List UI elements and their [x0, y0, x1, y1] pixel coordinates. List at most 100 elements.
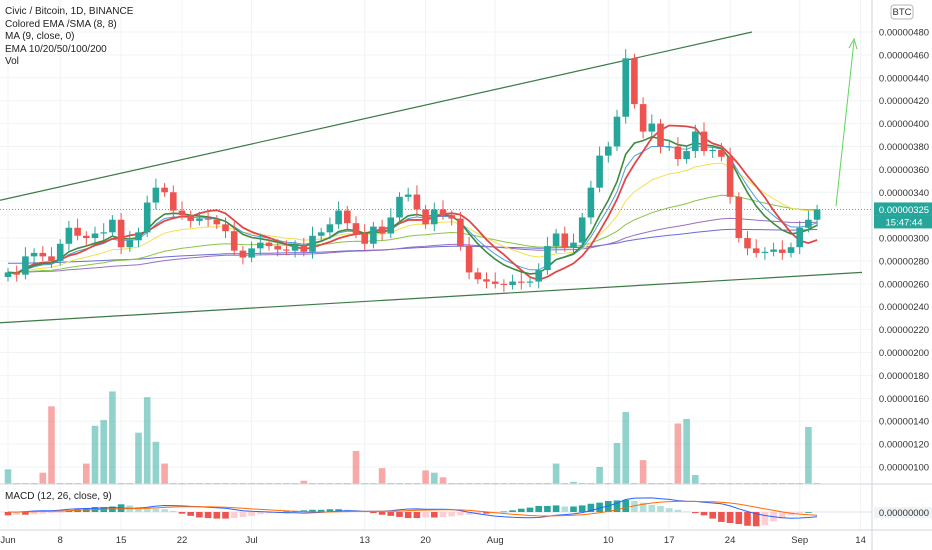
grid-lines [0, 0, 872, 530]
projection-arrow [835, 41, 855, 207]
volume-bar [4, 469, 12, 484]
volume-bar [352, 450, 360, 484]
candle [326, 217, 334, 240]
macd-histogram-bar [396, 512, 403, 517]
ema-50-line [7, 194, 818, 274]
candle-body [291, 244, 299, 251]
candle [283, 240, 290, 256]
candle-body [187, 215, 194, 221]
macd-histogram-bar [726, 512, 734, 523]
candle [222, 217, 229, 239]
x-tick-label: Aug [487, 535, 504, 546]
macd-histogram-bar [735, 512, 743, 525]
volume-bar [683, 418, 690, 484]
y-tick-label: 0.00000440 [879, 73, 929, 84]
candle-body [787, 247, 795, 253]
candle-body [143, 202, 151, 233]
macd-histogram-bar [187, 512, 194, 516]
macd-legend: MACD (12, 26, close, 9) [5, 491, 112, 504]
candle [683, 146, 690, 164]
candle-body [239, 250, 247, 258]
last-price-tag [874, 202, 932, 216]
y-tick-label: 0.00000380 [879, 142, 929, 153]
candle [344, 206, 351, 231]
macd-histogram-bar [196, 512, 203, 518]
candle-body [726, 156, 734, 197]
macd-histogram-bar [648, 504, 656, 512]
x-tick-label: 20 [420, 535, 431, 546]
projection-arrowhead [848, 37, 858, 50]
macd-histogram-bar [596, 502, 603, 512]
candle-body [178, 210, 186, 216]
candle-body [648, 123, 656, 132]
candle-body [500, 283, 508, 285]
legend-title: Civic / Bitcoin, 1D, BINANCE [5, 6, 134, 17]
candle [74, 218, 81, 241]
candle-body [83, 235, 90, 239]
candle [291, 240, 299, 258]
candle-body [805, 219, 812, 228]
macd-histogram-bar [613, 500, 621, 512]
trend-lines [0, 31, 872, 324]
volume-bar [674, 423, 682, 484]
macd-histogram-bar [56, 512, 64, 513]
candle [56, 239, 64, 266]
macd-histogram-bar [404, 512, 412, 519]
candle-body [813, 209, 821, 220]
macd-zero-label: 0.00000000 [879, 508, 929, 519]
macd-pane [0, 497, 872, 527]
y-tick-label: 0.00000400 [879, 119, 929, 130]
candlestick-series [4, 49, 821, 292]
candle-body [396, 196, 403, 218]
countdown-label: 15:47:44 [886, 217, 923, 228]
y-tick-label: 0.00000340 [879, 188, 929, 199]
candle [770, 242, 777, 257]
x-tick-label: 24 [725, 535, 736, 546]
candle-body [552, 233, 560, 247]
candle-body [578, 217, 586, 243]
y-tick-label: 0.00000140 [879, 417, 929, 428]
macd-histogram-bar [135, 507, 142, 512]
colored-ema-line [7, 135, 818, 275]
candle-body [509, 281, 516, 285]
candle [161, 183, 168, 197]
candle [622, 49, 629, 124]
legend-colored-ema: Colored EMA /SMA (8, 8) [5, 18, 117, 30]
volume-bars [4, 391, 821, 484]
y-tick-label: 0.00000220 [879, 325, 929, 336]
candle [152, 178, 160, 210]
candle-body [170, 192, 177, 211]
currency-badge[interactable]: BTC [893, 7, 912, 18]
volume-bar [378, 468, 386, 484]
candle [596, 146, 603, 193]
macd-histogram-bar [500, 511, 508, 513]
candle-body [491, 281, 499, 284]
candle [570, 233, 577, 255]
candle [370, 222, 377, 249]
candle [230, 222, 238, 256]
candle-body [561, 233, 569, 248]
candle-body [335, 210, 342, 225]
y-tick-label: 0.00000300 [879, 234, 929, 245]
macd-histogram-bar [561, 506, 569, 512]
candle-body [752, 248, 760, 253]
macd-histogram-bar [448, 512, 455, 517]
candle-body [135, 232, 142, 241]
candle [500, 279, 508, 292]
candle [665, 139, 673, 152]
volume-bar [596, 467, 603, 484]
macd-histogram-bar [509, 510, 516, 512]
countdown-tag [874, 215, 932, 229]
y-tick-label: 0.00000360 [879, 165, 929, 176]
macd-histogram-bar [265, 512, 273, 514]
candle [135, 227, 142, 248]
candle [65, 220, 73, 251]
y-tick-label: 0.00000100 [879, 463, 929, 474]
candle [300, 238, 308, 257]
volume-bar [135, 432, 142, 484]
candle-body [378, 226, 386, 234]
candle-body [605, 146, 612, 156]
macd-histogram-bar [665, 508, 673, 512]
x-tick-label: Jun [0, 535, 15, 546]
